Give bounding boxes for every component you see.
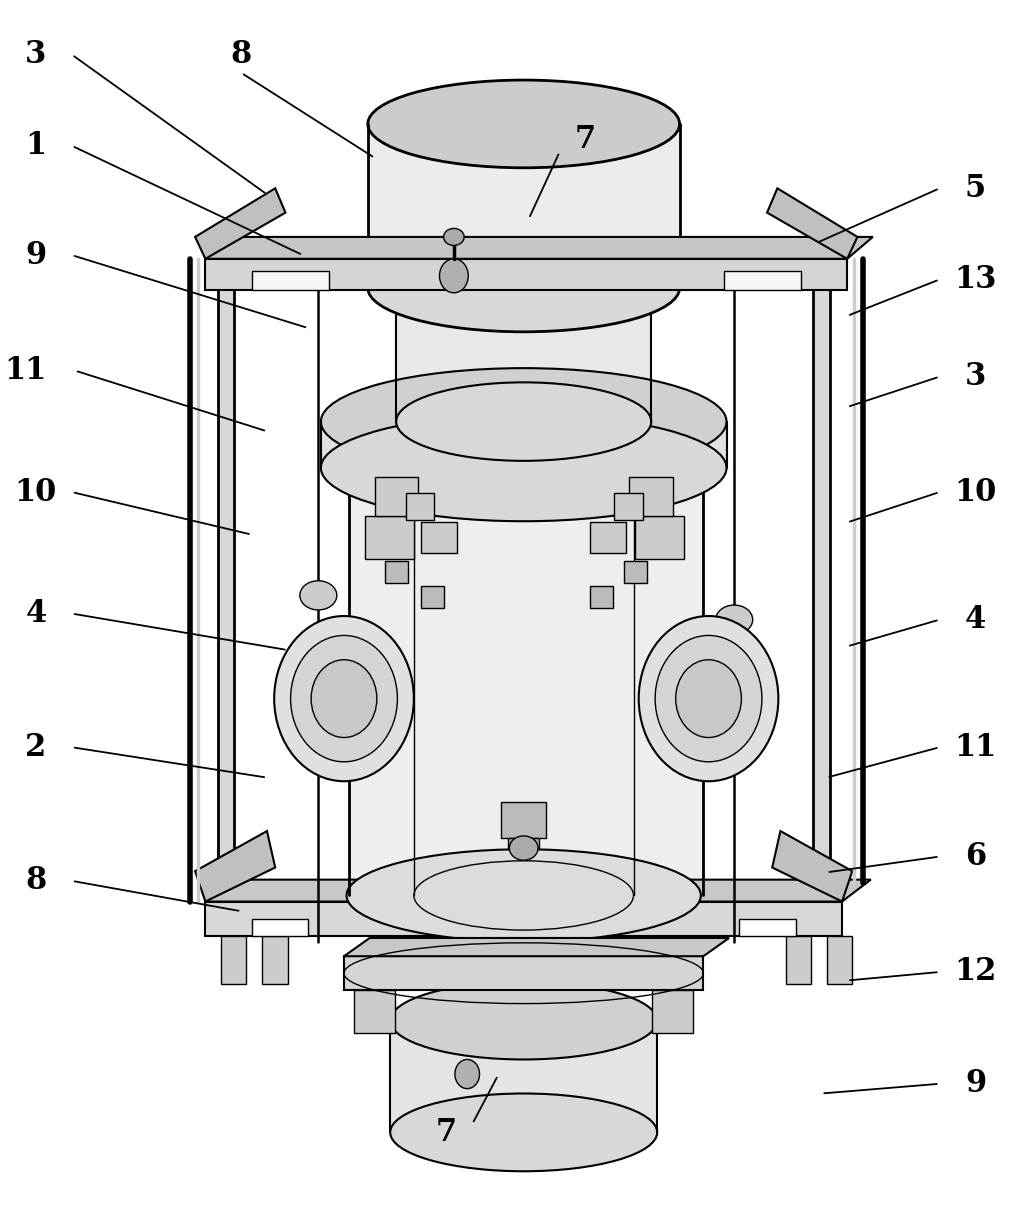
Polygon shape [767,188,858,259]
Ellipse shape [310,269,326,281]
Polygon shape [827,936,852,984]
Polygon shape [509,838,539,848]
Polygon shape [218,255,234,259]
Polygon shape [367,124,680,288]
Ellipse shape [676,660,741,738]
Polygon shape [635,516,684,559]
Text: 4: 4 [965,604,987,635]
Ellipse shape [716,605,752,634]
Polygon shape [785,936,811,984]
Polygon shape [624,561,647,583]
Text: 13: 13 [955,264,997,295]
Polygon shape [813,255,830,880]
Polygon shape [262,936,288,984]
Polygon shape [344,956,704,990]
Text: 7: 7 [575,124,595,156]
Text: 9: 9 [26,239,46,271]
Polygon shape [630,477,673,516]
Polygon shape [205,259,847,290]
Text: 9: 9 [965,1068,987,1100]
Polygon shape [396,288,651,422]
Polygon shape [205,237,873,259]
Polygon shape [590,522,626,553]
Ellipse shape [367,80,680,168]
Text: 10: 10 [14,476,57,508]
Text: 10: 10 [955,476,997,508]
Polygon shape [205,880,871,902]
Text: 12: 12 [955,956,997,988]
Polygon shape [205,902,842,936]
Ellipse shape [510,836,538,860]
Text: 8: 8 [231,39,252,70]
Polygon shape [590,586,613,608]
Text: 11: 11 [955,731,997,763]
Ellipse shape [311,660,377,738]
Ellipse shape [444,228,464,245]
Polygon shape [652,990,694,1033]
Polygon shape [344,938,729,956]
Ellipse shape [275,616,414,781]
Text: 3: 3 [965,361,987,392]
Ellipse shape [321,414,727,521]
Text: 7: 7 [437,1117,457,1148]
Polygon shape [813,255,830,259]
Ellipse shape [639,616,778,781]
Polygon shape [195,188,286,259]
Ellipse shape [390,982,657,1059]
Ellipse shape [396,383,651,460]
Ellipse shape [300,581,336,610]
Ellipse shape [455,1059,480,1089]
Polygon shape [772,831,852,902]
Ellipse shape [440,259,469,293]
Polygon shape [385,561,408,583]
Polygon shape [375,477,418,516]
Polygon shape [406,493,434,520]
Ellipse shape [347,849,701,942]
Polygon shape [349,462,704,895]
Ellipse shape [725,269,742,281]
Text: 8: 8 [26,865,46,897]
Polygon shape [421,586,444,608]
Ellipse shape [655,635,762,762]
Polygon shape [354,990,395,1033]
Polygon shape [321,422,727,468]
Polygon shape [252,919,309,936]
Ellipse shape [367,244,680,332]
Ellipse shape [347,416,701,508]
Polygon shape [364,516,414,559]
Text: 6: 6 [965,841,987,872]
Polygon shape [421,522,457,553]
Polygon shape [218,255,234,880]
Polygon shape [221,936,247,984]
Text: 4: 4 [26,598,46,629]
Polygon shape [390,1021,657,1132]
Text: 3: 3 [25,39,46,70]
Ellipse shape [390,1094,657,1171]
Text: 5: 5 [965,173,987,204]
Ellipse shape [321,368,727,475]
Polygon shape [739,919,796,936]
Text: 11: 11 [4,355,46,386]
Text: 2: 2 [26,731,46,763]
Polygon shape [195,831,276,902]
Text: 1: 1 [26,130,46,162]
Ellipse shape [396,249,651,327]
Polygon shape [502,802,546,838]
Polygon shape [252,271,328,290]
Ellipse shape [291,635,397,762]
Polygon shape [614,493,643,520]
Polygon shape [723,271,801,290]
